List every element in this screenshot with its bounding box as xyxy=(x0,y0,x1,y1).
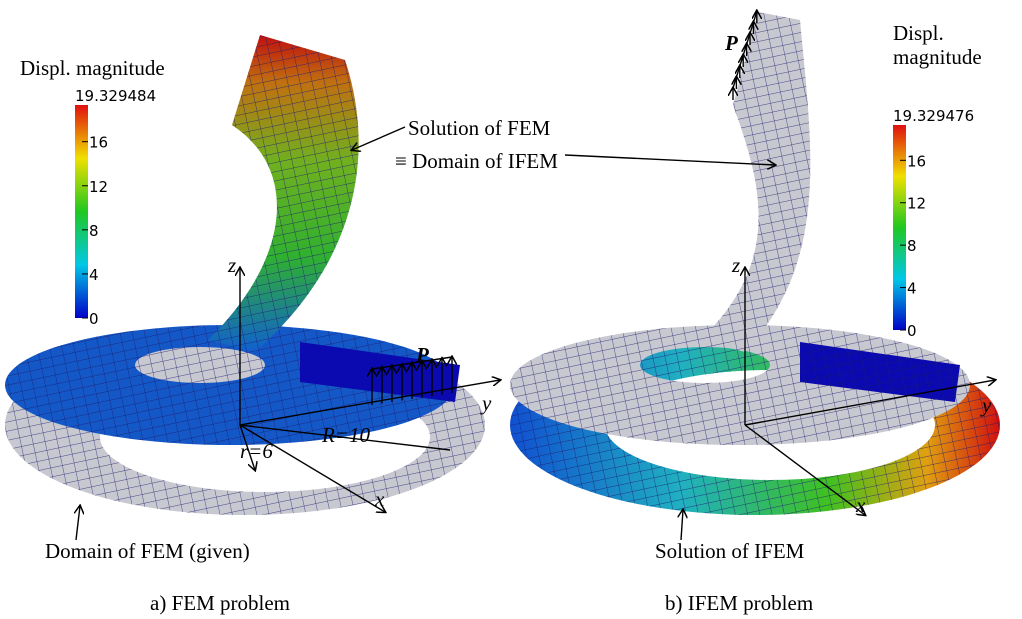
axis-label: x xyxy=(855,493,866,517)
caption: a) FEM problem xyxy=(150,591,290,615)
load-label: P xyxy=(724,31,738,55)
annotation-arrow xyxy=(352,127,405,150)
colorbar-tick-label: 4 xyxy=(89,266,99,284)
annotation: ≡ Domain of IFEM xyxy=(395,149,558,173)
colorbar xyxy=(893,125,906,330)
colorbar-tick-label: 8 xyxy=(907,237,917,255)
annotation-arrow xyxy=(681,510,683,540)
colorbar-tick-label: 16 xyxy=(89,134,108,152)
colorbar-title: Displ. xyxy=(893,21,944,45)
axis-label: y xyxy=(480,391,492,415)
colorbar-tick-label: 8 xyxy=(89,222,99,240)
figure: Displ. magnitude 19.329484 16 12 8 4 0 Solutio… xyxy=(0,0,1022,619)
load-label: P xyxy=(415,343,429,367)
colorbar-tick-label: 0 xyxy=(89,310,99,328)
dimension-label: R=10 xyxy=(321,423,370,447)
colorbar-max: 19.329476 xyxy=(893,107,974,125)
annotation: Solution of FEM xyxy=(408,116,551,140)
annotation: Domain of FEM (given) xyxy=(45,539,250,563)
colorbar-tick-label: 0 xyxy=(907,322,917,340)
annotation: Solution of IFEM xyxy=(655,539,805,563)
colorbar-tick-label: 4 xyxy=(907,280,917,298)
caption: b) IFEM problem xyxy=(665,591,813,615)
colorbar xyxy=(75,105,88,318)
colorbar-tick-label: 12 xyxy=(907,195,926,213)
colorbar-max: 19.329484 xyxy=(75,87,156,105)
colorbar-tick-label: 16 xyxy=(907,152,926,170)
colorbar-title: magnitude xyxy=(893,45,982,69)
axis-label: x xyxy=(374,487,385,511)
axis-label: z xyxy=(227,253,236,277)
dimension-label: r=6 xyxy=(240,439,273,463)
panel-b: Displ.magnitude 19.329476 16 12 8 4 0 Solution… xyxy=(510,11,1000,615)
axis-label: z xyxy=(731,253,740,277)
colorbar-tick-label: 12 xyxy=(89,178,108,196)
annotation-arrow xyxy=(76,506,80,540)
colorbar-title: Displ. magnitude xyxy=(20,56,165,80)
annotation-arrow xyxy=(565,155,775,165)
axis-label: y xyxy=(980,393,992,417)
panel-a: Displ. magnitude 19.329484 16 12 8 4 0 Solutio… xyxy=(5,35,558,615)
